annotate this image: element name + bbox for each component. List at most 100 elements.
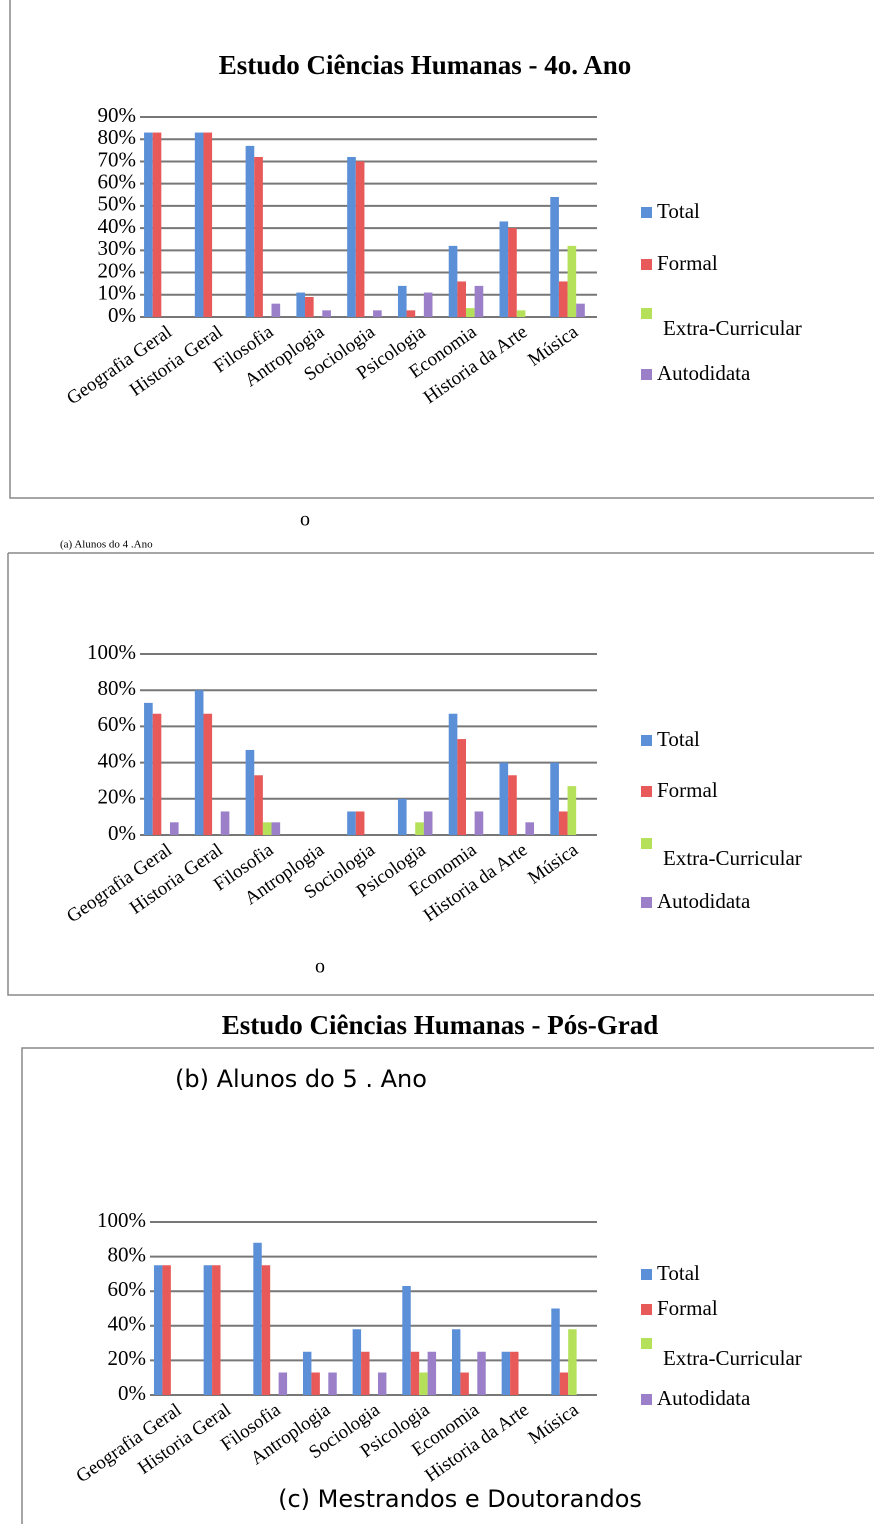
y-tick-label: 60% <box>108 1277 147 1301</box>
y-tick-label: 60% <box>98 169 137 193</box>
bar <box>261 1265 271 1395</box>
bar <box>508 228 517 317</box>
legend-marker <box>641 1304 652 1315</box>
bar <box>220 811 230 835</box>
caption: o <box>300 509 310 531</box>
bar <box>169 822 179 835</box>
y-tick-label: 50% <box>98 192 137 216</box>
legend-label: Autodidata <box>657 1386 751 1410</box>
chart-title: Estudo Ciências Humanas - Pós-Grad <box>222 1010 659 1040</box>
y-tick-label: 0% <box>108 821 136 845</box>
y-tick-label: 100% <box>87 640 136 664</box>
bar <box>153 1265 163 1395</box>
legend-marker <box>641 786 652 797</box>
bar <box>194 132 204 317</box>
bar <box>558 281 568 317</box>
bar <box>245 749 255 835</box>
legend-label: Total <box>657 199 700 223</box>
bar <box>423 811 433 835</box>
legend-marker <box>641 308 652 319</box>
bar <box>212 1265 221 1395</box>
bar <box>419 1372 428 1395</box>
bar <box>465 308 475 317</box>
y-tick-label: 60% <box>98 712 137 736</box>
bar <box>448 713 458 835</box>
y-tick-label: 20% <box>98 785 137 809</box>
bar <box>451 1329 461 1395</box>
legend-label: Formal <box>657 251 718 275</box>
bar <box>328 1372 337 1395</box>
y-tick-label: 80% <box>98 676 137 700</box>
bar <box>253 1242 262 1395</box>
bar <box>203 132 213 317</box>
bar <box>397 285 407 317</box>
bar <box>152 132 162 317</box>
bar <box>322 310 331 317</box>
bar <box>457 739 466 835</box>
y-tick-label: 80% <box>108 1242 147 1266</box>
bar <box>203 713 213 835</box>
bar <box>568 1329 577 1395</box>
legend-marker <box>641 735 652 746</box>
bar <box>203 1265 213 1395</box>
frame-c <box>21 1047 874 1524</box>
bar <box>245 145 255 317</box>
y-tick-label: 90% <box>98 103 137 127</box>
legend-marker <box>641 1269 652 1280</box>
legend-marker <box>641 1394 652 1405</box>
bar <box>525 822 535 835</box>
bar <box>567 245 577 317</box>
bar <box>558 811 568 835</box>
y-tick-label: 10% <box>98 281 137 305</box>
x-tick-label: Música <box>524 321 582 371</box>
bar <box>427 1351 437 1395</box>
bar <box>144 132 153 317</box>
caption: (a) Alunos do 4 .Ano <box>60 539 153 551</box>
bar <box>448 245 458 317</box>
legend-label: Extra-Curricular <box>663 846 802 870</box>
y-tick-label: 30% <box>98 236 137 260</box>
y-tick-label: 40% <box>98 748 137 772</box>
legend-label: Formal <box>657 1296 718 1320</box>
bar <box>311 1372 320 1395</box>
bar <box>474 811 484 835</box>
legend-label: Autodidata <box>657 889 751 913</box>
x-tick-label: Música <box>524 839 582 889</box>
bar <box>423 292 433 317</box>
frame-a <box>9 0 874 499</box>
bar <box>460 1372 469 1395</box>
bar <box>278 1372 288 1395</box>
legend-marker <box>641 207 652 218</box>
legend-label: Extra-Curricular <box>663 316 802 340</box>
legend-label: Extra-Curricular <box>663 1346 802 1370</box>
bar <box>254 157 263 317</box>
bar <box>355 161 365 317</box>
y-tick-label: 70% <box>98 147 137 171</box>
bar <box>510 1351 519 1395</box>
legend-marker <box>641 897 652 908</box>
bar <box>576 303 585 317</box>
bar <box>410 1351 420 1395</box>
bar <box>550 197 559 317</box>
bar <box>162 1265 171 1395</box>
bar <box>352 1329 362 1395</box>
y-tick-label: 40% <box>108 1312 147 1336</box>
bar <box>254 775 263 835</box>
bar <box>508 775 517 835</box>
bar <box>262 822 272 835</box>
legend-label: Formal <box>657 778 718 802</box>
bar <box>296 292 306 317</box>
bar <box>415 822 424 835</box>
caption: o <box>315 956 325 978</box>
bar <box>194 690 204 835</box>
bar <box>302 1351 312 1395</box>
bar <box>559 1372 569 1395</box>
bar <box>271 822 281 835</box>
bar <box>144 702 153 835</box>
legend-marker <box>641 1338 652 1349</box>
caption: (b) Alunos do 5 . Ano <box>175 1065 427 1093</box>
bar <box>550 762 559 835</box>
bar <box>477 1351 486 1395</box>
bar <box>355 811 365 835</box>
y-tick-label: 100% <box>97 1208 146 1232</box>
